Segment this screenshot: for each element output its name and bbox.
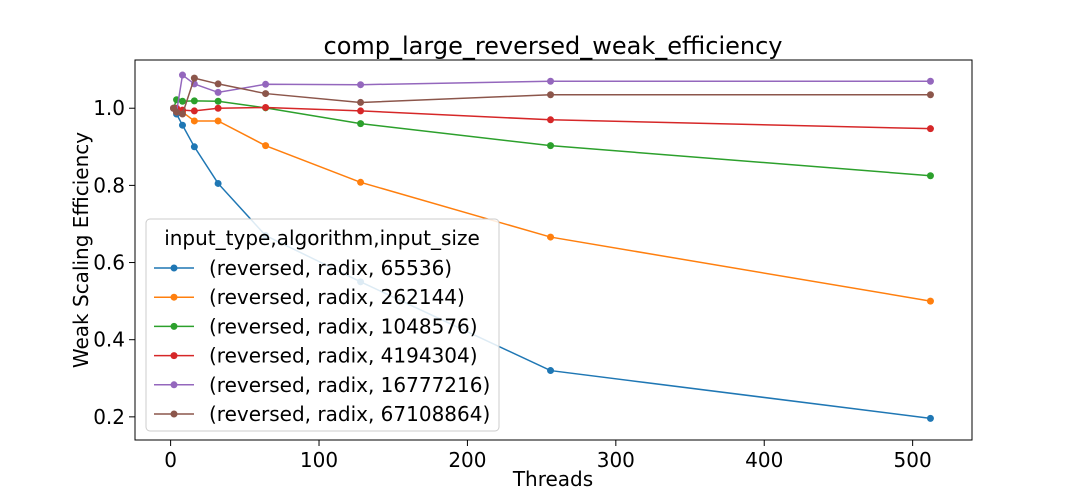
legend-label: (reversed, radix, 1048576) bbox=[209, 314, 478, 338]
data-point bbox=[357, 178, 365, 186]
legend-entry: (reversed, radix, 4194304) bbox=[154, 344, 478, 368]
data-point bbox=[357, 107, 365, 115]
y-axis: 0.2 0.4 0.6 0.8 1.0 bbox=[93, 96, 135, 429]
legend-marker bbox=[170, 322, 178, 330]
legend-entry: (reversed, radix, 1048576) bbox=[154, 314, 478, 338]
data-point bbox=[262, 142, 270, 150]
legend-entry: (reversed, radix, 262144) bbox=[154, 285, 465, 309]
legend-entry: (reversed, radix, 16777216) bbox=[154, 373, 490, 397]
legend-entry: (reversed, radix, 65536) bbox=[154, 256, 452, 280]
data-point bbox=[547, 367, 555, 375]
x-tick-label: 200 bbox=[448, 448, 486, 472]
legend-marker bbox=[170, 352, 178, 360]
data-point bbox=[262, 90, 270, 98]
data-point bbox=[926, 77, 934, 85]
data-point bbox=[214, 179, 222, 187]
data-point bbox=[190, 97, 198, 105]
x-tick-label: 0 bbox=[164, 448, 177, 472]
y-axis-label: Weak Scaling Efficiency bbox=[69, 132, 93, 368]
series-4 bbox=[170, 103, 934, 133]
x-tick-label: 100 bbox=[300, 448, 338, 472]
x-axis-label: Threads bbox=[512, 467, 593, 491]
x-axis: 0 100 200 300 400 500 bbox=[164, 440, 932, 472]
data-point bbox=[190, 107, 198, 115]
data-point bbox=[926, 297, 934, 305]
legend: input_type,algorithm,input_size (reverse… bbox=[145, 218, 500, 432]
data-point bbox=[190, 117, 198, 125]
data-point bbox=[214, 97, 222, 105]
data-point bbox=[547, 77, 555, 85]
data-point bbox=[357, 98, 365, 106]
y-tick-label: 1.0 bbox=[93, 96, 125, 120]
legend-title: input_type,algorithm,input_size bbox=[164, 226, 480, 250]
data-point bbox=[547, 116, 555, 124]
legend-label: (reversed, radix, 4194304) bbox=[209, 344, 478, 368]
data-point bbox=[214, 80, 222, 88]
x-tick-label: 400 bbox=[745, 448, 783, 472]
data-point bbox=[547, 233, 555, 241]
y-tick-label: 0.2 bbox=[93, 405, 125, 429]
data-point bbox=[178, 121, 186, 129]
data-point bbox=[357, 81, 365, 89]
data-point bbox=[190, 74, 198, 82]
legend-entry: (reversed, radix, 67108864) bbox=[154, 402, 490, 426]
data-point bbox=[173, 108, 181, 116]
data-point bbox=[547, 91, 555, 99]
data-point bbox=[926, 91, 934, 99]
data-point bbox=[214, 88, 222, 96]
legend-marker bbox=[170, 293, 178, 301]
legend-box bbox=[145, 218, 500, 432]
legend-label: (reversed, radix, 16777216) bbox=[209, 373, 490, 397]
legend-label: (reversed, radix, 65536) bbox=[209, 256, 452, 280]
legend-marker bbox=[170, 264, 178, 272]
plot-area-frame bbox=[134, 59, 973, 441]
data-point bbox=[214, 104, 222, 112]
legend-marker bbox=[170, 410, 178, 418]
data-point bbox=[926, 125, 934, 133]
data-point bbox=[214, 117, 222, 125]
data-point bbox=[547, 142, 555, 150]
data-point bbox=[926, 172, 934, 180]
chart-title: comp_large_reversed_weak_efficiency bbox=[324, 32, 783, 60]
y-tick-label: 0.8 bbox=[93, 173, 125, 197]
data-point bbox=[178, 71, 186, 79]
series-6 bbox=[170, 74, 934, 118]
data-point bbox=[357, 120, 365, 128]
y-tick-label: 0.4 bbox=[93, 328, 125, 352]
legend-label: (reversed, radix, 262144) bbox=[209, 285, 465, 309]
data-point bbox=[262, 80, 270, 88]
legend-label: (reversed, radix, 67108864) bbox=[209, 402, 490, 426]
series-line bbox=[172, 98, 931, 177]
data-point bbox=[262, 103, 270, 111]
data-point bbox=[926, 414, 934, 422]
x-tick-label: 300 bbox=[597, 448, 635, 472]
x-tick-label: 500 bbox=[894, 448, 932, 472]
legend-marker bbox=[170, 381, 178, 389]
data-point bbox=[178, 97, 186, 105]
y-tick-label: 0.6 bbox=[93, 251, 125, 275]
data-point bbox=[190, 143, 198, 151]
data-point bbox=[178, 110, 186, 118]
